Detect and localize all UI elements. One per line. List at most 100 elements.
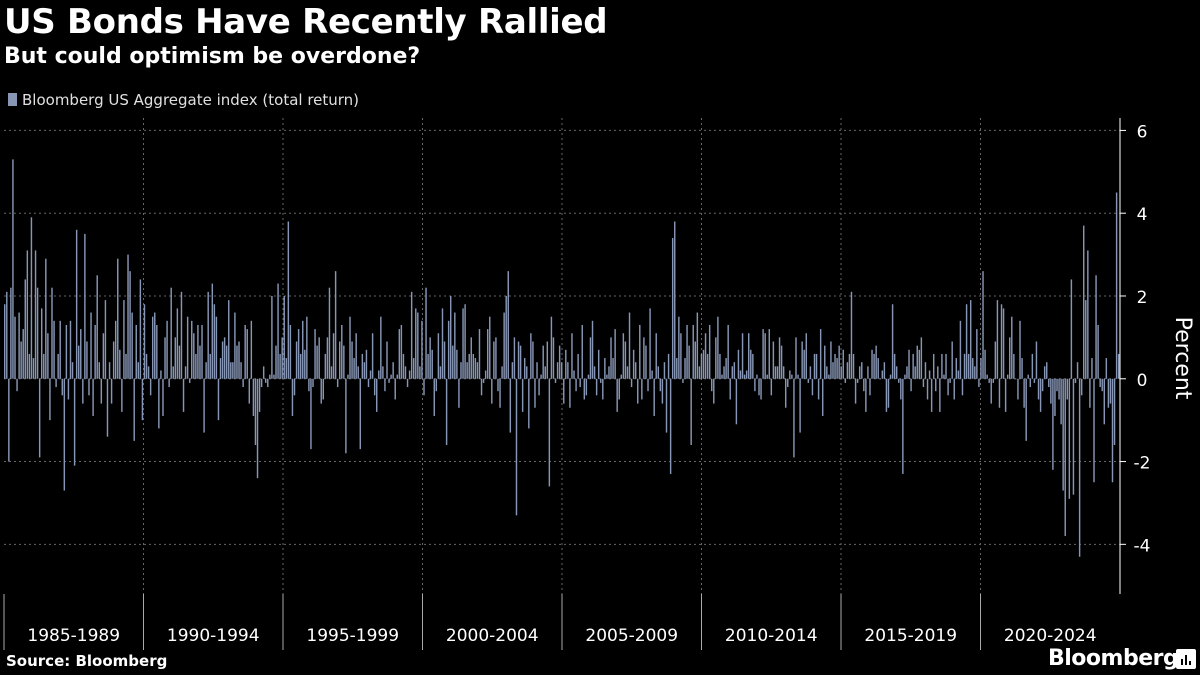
bar [127, 254, 129, 379]
bar [505, 295, 507, 379]
bar [1013, 353, 1015, 379]
bar [583, 378, 586, 400]
bar [289, 324, 292, 379]
bar [655, 333, 657, 379]
bar [992, 378, 995, 383]
bar [254, 378, 257, 445]
bar [75, 229, 78, 379]
bar [246, 329, 248, 379]
bar [110, 378, 113, 404]
bar [168, 378, 170, 388]
bar [482, 378, 485, 383]
bar [836, 358, 838, 379]
bar [684, 358, 686, 379]
bar [439, 366, 442, 379]
bar [540, 374, 542, 379]
bar [119, 349, 121, 379]
chart-subtitle: But could optimism be overdone? [4, 44, 421, 69]
bar [805, 333, 807, 379]
bar [865, 378, 867, 412]
x-tick-label: 2000-2004 [446, 626, 539, 646]
bar [345, 378, 347, 454]
bar [856, 378, 859, 383]
bar [353, 358, 355, 379]
bar [59, 320, 61, 379]
bar [867, 366, 869, 379]
brand-logo: Bloomberg [1048, 646, 1179, 671]
bar [750, 349, 752, 379]
bar [219, 358, 222, 379]
bar [986, 374, 988, 379]
bar [339, 341, 341, 379]
bar [71, 362, 74, 379]
bar [491, 378, 493, 404]
bar [1076, 362, 1079, 379]
bar [6, 291, 8, 379]
bar [1074, 378, 1077, 383]
bar [768, 329, 770, 379]
bar [762, 329, 764, 379]
bar [645, 345, 647, 379]
bar [1103, 378, 1105, 425]
bar [176, 308, 179, 379]
bar [277, 283, 279, 379]
bar [304, 349, 306, 379]
bar [82, 378, 84, 404]
bar [661, 378, 664, 404]
bar [415, 308, 417, 379]
bar [575, 378, 577, 392]
bar [166, 320, 168, 379]
bar [795, 337, 797, 379]
bar [123, 300, 125, 379]
bar [421, 320, 423, 379]
bar [106, 378, 109, 437]
bar [752, 353, 754, 379]
bar [472, 353, 475, 379]
bar [963, 353, 966, 379]
bar [585, 378, 588, 396]
bar [252, 378, 255, 417]
y-tick-label: 0 [1137, 371, 1148, 391]
bar [1072, 378, 1075, 495]
bar [511, 362, 514, 379]
bar [63, 378, 66, 491]
bar [10, 287, 12, 379]
bar [760, 378, 762, 400]
bar [158, 378, 160, 429]
bar [250, 320, 253, 379]
bar [207, 291, 209, 379]
bar [193, 333, 195, 379]
bar [435, 378, 438, 392]
bar [774, 366, 777, 379]
bar [170, 287, 172, 379]
bar [877, 358, 879, 379]
bar [754, 378, 756, 392]
bar [558, 345, 561, 379]
bar [735, 378, 738, 425]
bar [1056, 378, 1058, 392]
bar [832, 362, 834, 379]
bar [1009, 337, 1011, 379]
bar [28, 353, 31, 379]
bar [840, 366, 842, 379]
bar [846, 362, 849, 379]
x-tick-label: 2020-2024 [1004, 626, 1097, 646]
bar [452, 345, 454, 379]
bar [412, 358, 415, 379]
bars [4, 159, 1120, 557]
bar [480, 378, 483, 396]
bar [1107, 378, 1110, 408]
bar [967, 353, 970, 379]
bar [371, 333, 374, 379]
bar [713, 378, 715, 404]
bar [484, 370, 487, 379]
bar [809, 366, 812, 379]
bar [174, 337, 177, 379]
bar [552, 337, 555, 379]
bar [1083, 225, 1085, 379]
bar [392, 362, 394, 379]
chart-title: US Bonds Have Recently Rallied [4, 2, 608, 42]
bar [336, 378, 339, 388]
bar [984, 349, 986, 379]
bar [1029, 378, 1032, 388]
